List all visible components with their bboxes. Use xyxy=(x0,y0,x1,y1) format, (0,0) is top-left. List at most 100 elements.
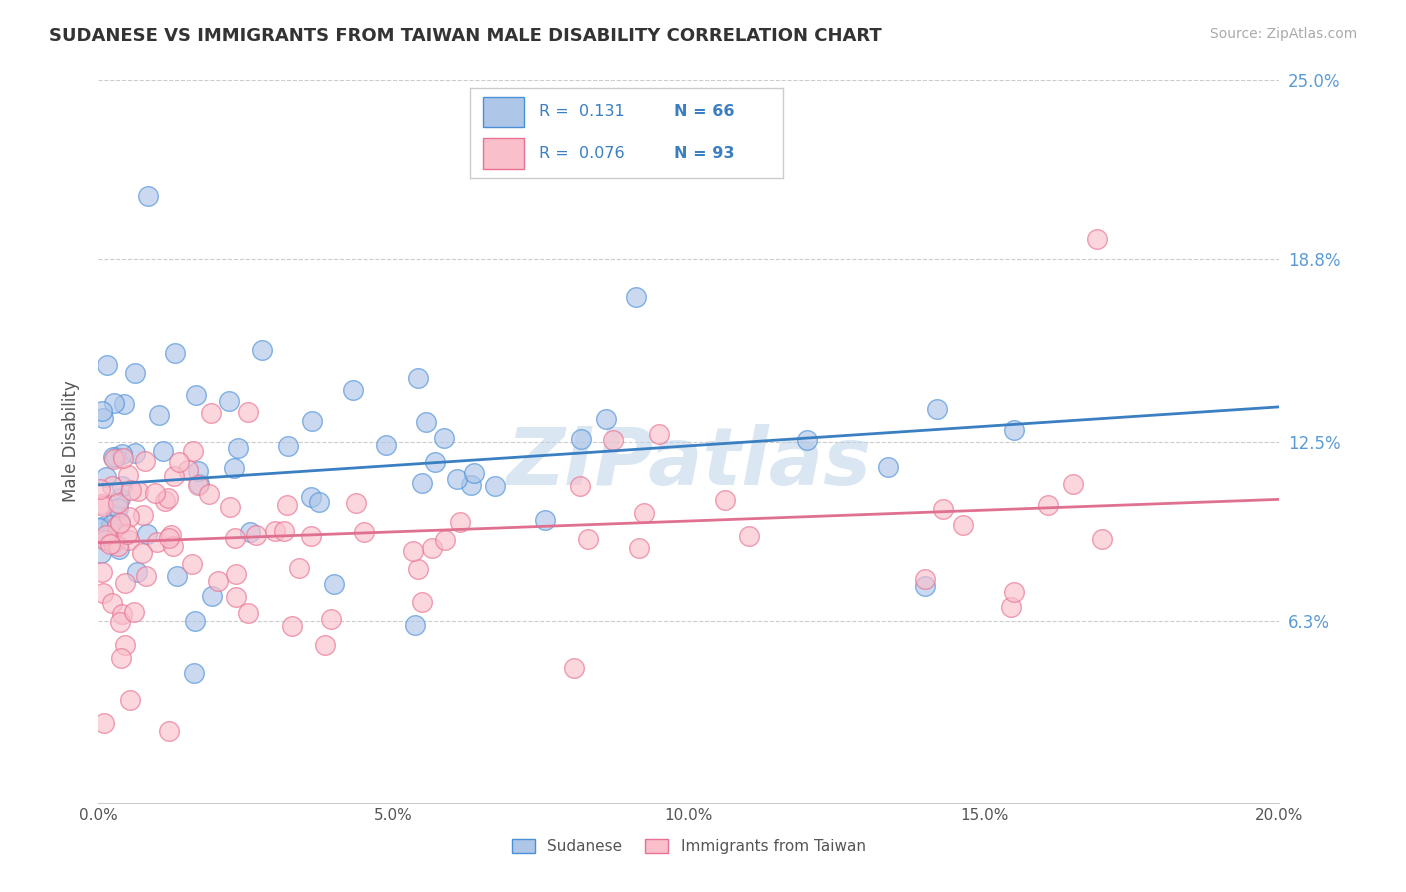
Point xyxy=(627,541,650,555)
Point xyxy=(94,528,117,542)
Point xyxy=(112,397,135,411)
Point xyxy=(408,371,430,385)
Point xyxy=(714,493,737,508)
Point xyxy=(433,533,456,548)
Point xyxy=(155,493,177,508)
Point xyxy=(108,491,131,506)
Point xyxy=(93,533,115,548)
Point xyxy=(225,566,247,581)
Point xyxy=(534,513,557,527)
Point xyxy=(276,498,298,512)
Point xyxy=(91,585,114,599)
Point xyxy=(134,454,156,468)
Point xyxy=(562,660,585,674)
Point xyxy=(94,470,117,484)
Point xyxy=(411,595,433,609)
Point xyxy=(111,447,134,461)
Point xyxy=(108,515,131,529)
Legend: Sudanese, Immigrants from Taiwan: Sudanese, Immigrants from Taiwan xyxy=(506,833,872,860)
Point xyxy=(952,517,974,532)
Point xyxy=(648,426,671,441)
Point xyxy=(101,596,124,610)
Point xyxy=(218,393,240,408)
Point xyxy=(101,450,124,465)
Point xyxy=(250,343,273,357)
Point xyxy=(245,528,267,542)
Point xyxy=(184,614,207,628)
Point xyxy=(877,459,900,474)
Point xyxy=(93,411,115,425)
Point xyxy=(224,531,246,545)
Point xyxy=(146,534,169,549)
Point xyxy=(118,693,141,707)
Point xyxy=(200,407,222,421)
Point xyxy=(124,446,146,460)
Point xyxy=(93,715,115,730)
Point xyxy=(346,496,368,510)
Point xyxy=(342,383,364,397)
Point xyxy=(408,562,430,576)
Point xyxy=(411,475,433,490)
Point xyxy=(90,546,112,560)
Point xyxy=(135,568,157,582)
Y-axis label: Male Disability: Male Disability xyxy=(62,381,80,502)
Point xyxy=(321,612,343,626)
Point xyxy=(314,638,336,652)
Point xyxy=(105,518,128,533)
Point xyxy=(401,543,423,558)
Point xyxy=(103,451,125,466)
Point xyxy=(159,723,181,738)
Point xyxy=(288,561,311,575)
Point xyxy=(281,619,304,633)
Point xyxy=(152,444,174,458)
Point xyxy=(91,565,114,579)
Point xyxy=(299,491,322,505)
Point xyxy=(273,524,295,539)
Point xyxy=(107,500,129,515)
Point xyxy=(100,479,122,493)
Point xyxy=(1062,477,1084,491)
Text: ZIPatlas: ZIPatlas xyxy=(506,425,872,502)
Point xyxy=(111,607,134,622)
Point xyxy=(163,469,186,483)
Point xyxy=(89,483,111,497)
Point xyxy=(187,478,209,492)
Point xyxy=(108,615,131,629)
Point xyxy=(446,472,468,486)
Point xyxy=(299,529,322,543)
Point xyxy=(177,463,200,477)
Point xyxy=(433,431,456,445)
Point xyxy=(135,527,157,541)
Point xyxy=(569,479,592,493)
Point xyxy=(415,415,437,429)
Point xyxy=(484,479,506,493)
Point xyxy=(633,506,655,520)
Point xyxy=(277,438,299,452)
Point xyxy=(162,539,184,553)
Point xyxy=(375,438,398,452)
Point xyxy=(308,495,330,509)
Point xyxy=(595,411,617,425)
Point xyxy=(118,510,141,524)
Point xyxy=(111,479,134,493)
Point xyxy=(124,366,146,380)
Point xyxy=(1002,585,1025,599)
Point xyxy=(463,466,485,480)
Point xyxy=(166,569,188,583)
Point xyxy=(181,557,204,571)
Point xyxy=(626,290,648,304)
Point xyxy=(264,524,287,539)
Point xyxy=(576,532,599,546)
Point xyxy=(107,496,129,510)
Point xyxy=(110,516,132,530)
Text: Source: ZipAtlas.com: Source: ZipAtlas.com xyxy=(1209,27,1357,41)
Point xyxy=(105,508,128,522)
Point xyxy=(98,537,121,551)
Point xyxy=(238,524,260,539)
Point xyxy=(222,461,245,475)
Point xyxy=(449,515,471,529)
Point xyxy=(110,651,132,665)
Point xyxy=(1000,600,1022,615)
Point xyxy=(165,346,187,360)
Point xyxy=(184,388,207,402)
